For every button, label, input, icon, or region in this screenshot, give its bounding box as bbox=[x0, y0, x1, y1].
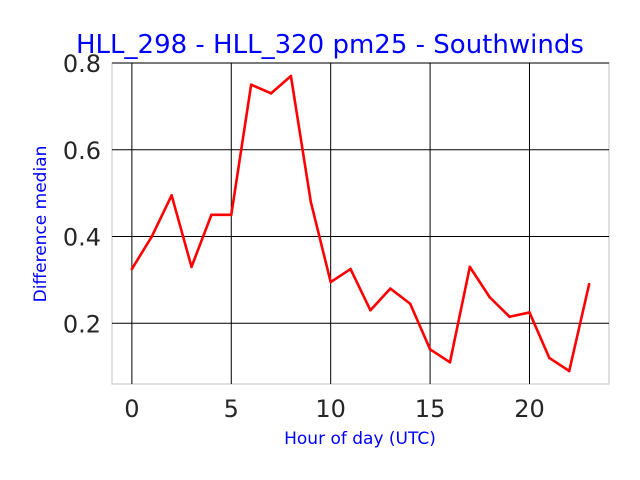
x-tick-labels: 0 5 10 15 20 bbox=[124, 395, 545, 423]
y-tick-label: 0.2 bbox=[63, 310, 101, 338]
data-point bbox=[408, 302, 412, 306]
y-axis-label: Difference median bbox=[31, 146, 51, 303]
y-tick-label: 0.6 bbox=[63, 137, 101, 165]
data-point bbox=[349, 267, 352, 271]
series-line bbox=[130, 74, 591, 373]
data-point bbox=[548, 356, 551, 360]
data-point bbox=[488, 295, 492, 299]
y-tick-label: 0.8 bbox=[63, 50, 101, 78]
chart-title: HLL_298 - HLL_320 pm25 - Southwinds bbox=[76, 30, 584, 60]
x-axis-label: Hour of day (UTC) bbox=[284, 429, 436, 449]
data-point bbox=[567, 369, 571, 373]
x-tick-label: 5 bbox=[224, 395, 239, 423]
data-point bbox=[448, 361, 452, 364]
x-tick-label: 20 bbox=[514, 395, 545, 423]
series-group bbox=[130, 74, 591, 373]
data-point bbox=[528, 311, 531, 314]
y-tick-labels: 0.2 0.4 0.6 0.8 bbox=[63, 50, 101, 338]
data-point bbox=[269, 92, 273, 95]
data-point bbox=[210, 213, 213, 217]
data-point bbox=[289, 74, 293, 78]
data-point bbox=[428, 347, 432, 351]
plot-area bbox=[111, 62, 610, 385]
data-point bbox=[329, 280, 332, 284]
data-point bbox=[150, 235, 154, 238]
data-point bbox=[508, 315, 511, 319]
data-point bbox=[229, 213, 233, 217]
data-point bbox=[249, 83, 253, 86]
data-point bbox=[389, 287, 392, 290]
x-tick-label: 15 bbox=[415, 395, 446, 423]
data-point bbox=[369, 308, 372, 312]
data-point bbox=[130, 267, 134, 271]
data-point bbox=[170, 194, 173, 197]
y-tick-label: 0.4 bbox=[63, 224, 101, 252]
data-point bbox=[587, 282, 591, 286]
data-point bbox=[309, 200, 313, 204]
data-point bbox=[468, 265, 472, 269]
grid-lines bbox=[112, 62, 609, 384]
x-tick-label: 10 bbox=[315, 395, 346, 423]
x-tick-label: 0 bbox=[124, 395, 139, 423]
data-point bbox=[190, 265, 193, 269]
